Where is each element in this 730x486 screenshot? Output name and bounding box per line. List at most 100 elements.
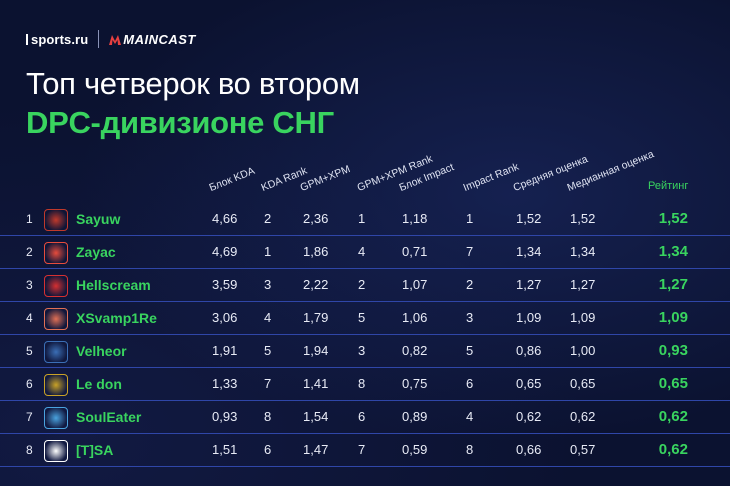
sports-ru-logo: sports.ru [26,32,88,47]
player-name: Le don [76,376,122,392]
team-logo-icon [44,308,68,330]
cell-impact: 0,59 [402,442,428,457]
cell-avg: 1,27 [516,277,542,292]
row-position: 6 [26,377,33,391]
player-name: XSvamp1Re [76,310,157,326]
cell-gpm-xpm: 1,94 [303,343,329,358]
cell-impact: 0,71 [402,244,428,259]
cell-gpm-xpm-rank: 7 [358,442,366,457]
cell-avg: 0,62 [516,409,542,424]
site-name: sports.ru [31,31,89,47]
team-logo-icon [44,374,68,396]
cell-rating: 0,62 [658,441,688,458]
table-row: 5 Velheor 1,91 5 1,94 3 0,82 5 0,86 1,00 0,93 [0,335,730,368]
cell-gpm-xpm-rank: 4 [358,244,366,259]
table-row: 1 Sayuw 4,66 2 2,36 1 1,18 1 1,52 1,52 1,52 [0,203,730,236]
cell-kda-rank: 4 [264,310,272,325]
cell-gpm-xpm-rank: 5 [358,310,366,325]
row-position: 3 [26,278,33,292]
cell-gpm-xpm-rank: 3 [358,343,366,358]
cell-impact-rank: 4 [466,409,474,424]
cell-impact-rank: 2 [466,277,474,292]
cell-kda: 3,06 [212,310,238,325]
brand-bar: sports.ru MAINCAST [26,30,196,48]
cell-impact-rank: 3 [466,310,474,325]
cell-kda-rank: 7 [264,376,272,391]
cell-impact-rank: 5 [466,343,474,358]
cell-gpm-xpm: 1,86 [303,244,329,259]
maincast-logo: MAINCAST [109,32,196,47]
cell-gpm-xpm: 1,79 [303,310,329,325]
row-position: 2 [26,245,33,259]
player-name: [T]SA [76,442,114,458]
page-subtitle: DPC-дивизионе СНГ [26,105,334,140]
cell-impact: 1,18 [402,211,428,226]
cell-gpm-xpm: 2,36 [303,211,329,226]
cell-impact: 1,07 [402,277,428,292]
cell-kda: 1,51 [212,442,238,457]
cell-median: 0,57 [570,442,596,457]
cell-impact-rank: 7 [466,244,474,259]
cell-kda-rank: 1 [264,244,272,259]
team-logo-icon [44,242,68,264]
table-header: Блок KDA KDA Rank GPM+XPM GPM+XPM Rank Б… [0,148,730,200]
cell-kda: 4,66 [212,211,238,226]
row-position: 7 [26,410,33,424]
cell-median: 1,52 [570,211,596,226]
table-row: 8 [T]SA 1,51 6 1,47 7 0,59 8 0,66 0,57 0,62 [0,434,730,467]
table-row: 2 Zayac 4,69 1 1,86 4 0,71 7 1,34 1,34 1,34 [0,236,730,269]
col-header-impact-rank: Impact Rank [461,160,521,194]
cell-impact-rank: 6 [466,376,474,391]
player-name: Zayac [76,244,116,260]
col-header-kda: Блок KDA [207,164,257,194]
brand-divider [98,30,100,48]
cell-median: 0,65 [570,376,596,391]
cell-gpm-xpm: 1,47 [303,442,329,457]
cell-kda-rank: 6 [264,442,272,457]
rating-table: 1 Sayuw 4,66 2 2,36 1 1,18 1 1,52 1,52 1,52 2 Zayac 4… [0,203,730,467]
table-row: 3 Hellscream 3,59 3 2,22 2 1,07 2 1,27 1,27 1,27 [0,269,730,302]
table-row: 7 SoulEater 0,93 8 1,54 6 0,89 4 0,62 0,62 0,62 [0,401,730,434]
cell-avg: 0,86 [516,343,542,358]
page-title: Топ четверок во втором [26,66,360,101]
cell-kda: 0,93 [212,409,238,424]
cell-kda-rank: 3 [264,277,272,292]
team-logo-icon [44,341,68,363]
cell-avg: 1,09 [516,310,542,325]
player-name: Hellscream [76,277,151,293]
cell-gpm-xpm: 1,41 [303,376,329,391]
cell-rating: 0,65 [658,375,688,392]
cell-kda-rank: 2 [264,211,272,226]
team-logo-icon [44,275,68,297]
cell-median: 0,62 [570,409,596,424]
cell-median: 1,34 [570,244,596,259]
team-logo-icon [44,209,68,231]
cell-avg: 0,65 [516,376,542,391]
partner-name: MAINCAST [123,31,196,47]
cell-impact-rank: 8 [466,442,474,457]
maincast-icon [109,34,122,45]
row-position: 1 [26,212,33,226]
cell-median: 1,27 [570,277,596,292]
player-name: Sayuw [76,211,121,227]
cell-avg: 0,66 [516,442,542,457]
cell-avg: 1,52 [516,211,542,226]
cell-gpm-xpm: 1,54 [303,409,329,424]
team-logo-icon [44,440,68,462]
cell-gpm-xpm-rank: 8 [358,376,366,391]
col-header-gpm-xpm: GPM+XPM [298,163,352,194]
cell-rating: 0,62 [658,408,688,425]
team-logo-icon [44,407,68,429]
cell-rating: 1,52 [658,210,688,227]
cell-impact: 0,75 [402,376,428,391]
cell-kda: 3,59 [212,277,238,292]
cell-gpm-xpm-rank: 2 [358,277,366,292]
row-position: 4 [26,311,33,325]
cell-kda-rank: 8 [264,409,272,424]
cell-median: 1,09 [570,310,596,325]
player-name: Velheor [76,343,127,359]
cell-kda: 1,33 [212,376,238,391]
cell-gpm-xpm: 2,22 [303,277,329,292]
cell-kda: 1,91 [212,343,238,358]
row-position: 8 [26,443,33,457]
